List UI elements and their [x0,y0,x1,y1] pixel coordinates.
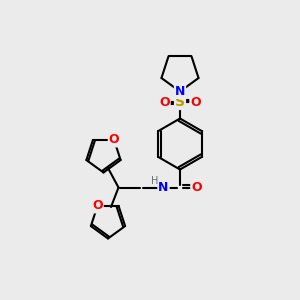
Text: O: O [191,181,202,194]
Text: O: O [159,95,170,109]
Text: O: O [109,134,119,146]
Text: H: H [152,176,159,186]
Text: O: O [92,200,103,212]
Text: N: N [158,181,169,194]
Text: O: O [190,95,201,109]
Text: S: S [175,95,185,109]
Text: N: N [175,85,185,98]
